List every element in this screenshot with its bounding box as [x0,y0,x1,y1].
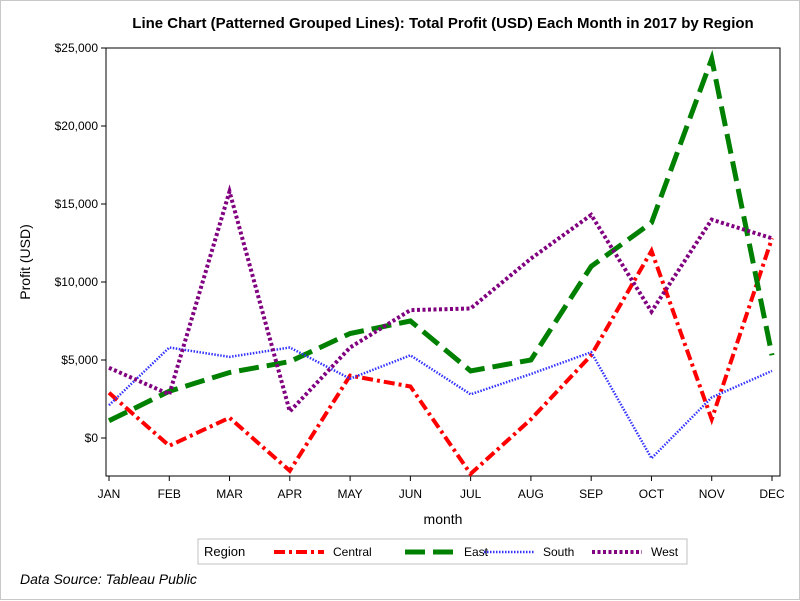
legend-label-south: South [543,545,574,559]
chart-title: Line Chart (Patterned Grouped Lines): To… [132,15,753,32]
y-tick-label: $25,000 [55,41,99,55]
series-lines [107,49,775,477]
x-tick-label: DEC [759,487,785,501]
x-tick-label: FEB [158,487,181,501]
x-tick-label: MAR [216,487,243,501]
y-axis: $0 $5,000 $10,000 $15,000 $20,000 $25,000 [55,41,106,445]
x-axis: JAN FEB MAR APR MAY JUN JUL AUG SEP OCT NOV DEC [98,476,785,501]
x-tick-label: OCT [639,487,665,501]
x-tick-label: JAN [98,487,121,501]
y-tick-label: $0 [85,431,99,445]
x-tick-label: MAY [338,487,363,501]
legend: Central East South West [274,545,679,559]
x-tick-label: APR [277,487,302,501]
x-tick-label: JUN [399,487,422,501]
legend-label-central: Central [333,545,372,559]
series-line-south [108,346,773,461]
series-line-east [107,49,775,424]
x-tick-label: NOV [699,487,725,501]
y-tick-label: $5,000 [61,353,98,367]
data-source-note: Data Source: Tableau Public [20,571,197,587]
x-tick-label: SEP [579,487,603,501]
x-tick-label: AUG [518,487,544,501]
series-line-west [108,184,773,416]
x-tick-label: JUL [460,487,482,501]
y-tick-label: $15,000 [55,197,99,211]
legend-label-east: East [464,545,489,559]
y-tick-label: $20,000 [55,119,99,133]
y-tick-label: $10,000 [55,275,99,289]
legend-label-west: West [651,545,679,559]
x-axis-label: month [424,511,463,527]
y-axis-label: Profit (USD) [17,224,33,299]
series-line-central [107,237,774,477]
plot-area [105,47,781,477]
legend-title: Region [204,544,245,559]
